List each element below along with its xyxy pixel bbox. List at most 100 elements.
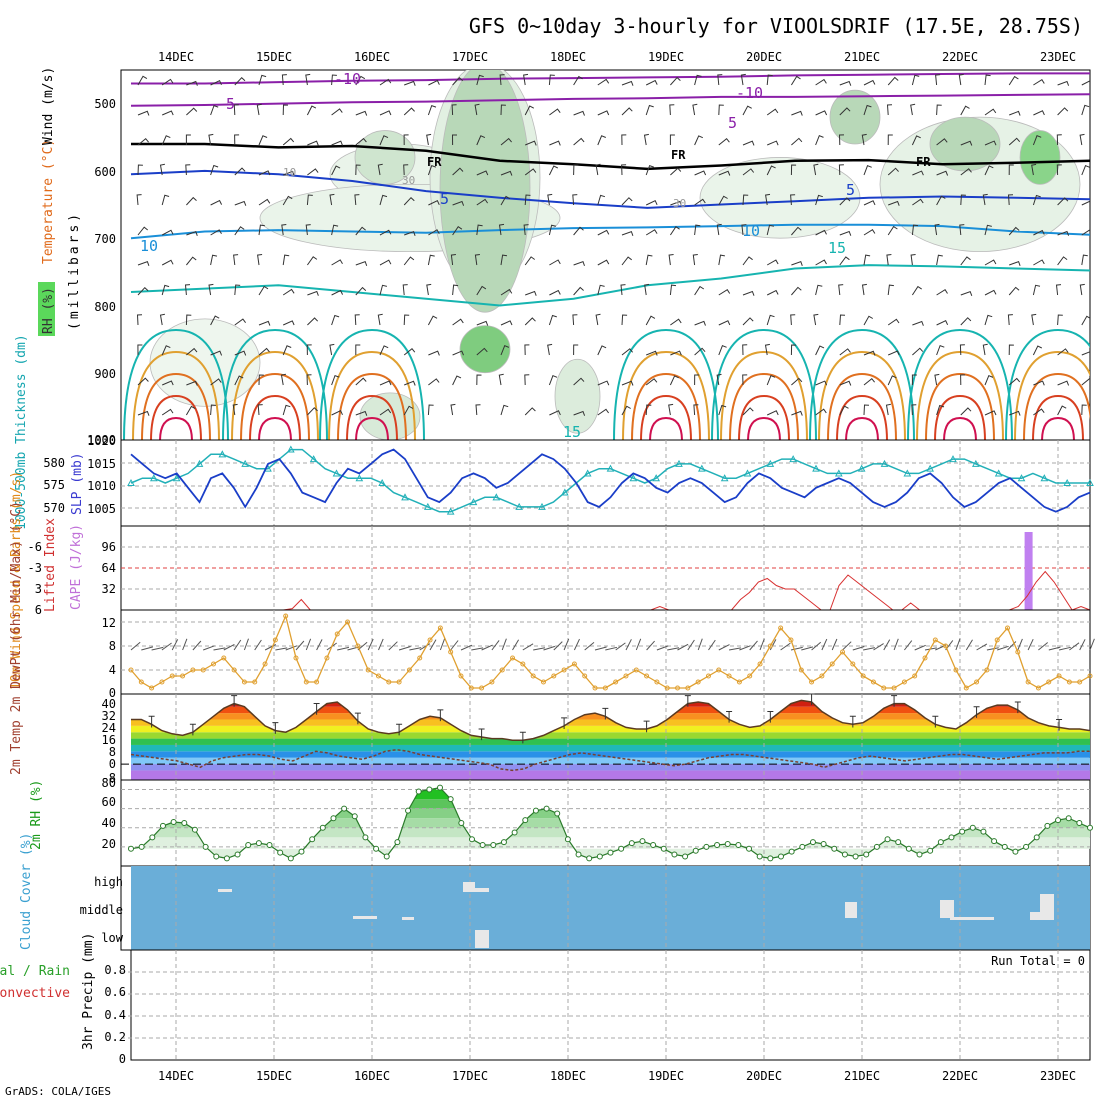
wind-barb — [791, 226, 802, 236]
wind-barb — [1081, 404, 1087, 416]
rh-marker — [948, 834, 955, 841]
wind-speed-marker — [561, 667, 567, 673]
surface-barb — [986, 647, 999, 651]
wind-barb — [137, 344, 143, 356]
thickness-marker — [241, 459, 250, 467]
rh-marker — [522, 817, 529, 824]
wind-barb — [839, 380, 852, 386]
warm-contour — [729, 372, 799, 440]
wind-barb — [525, 140, 537, 146]
warm-contour — [836, 394, 888, 440]
wind-barb — [474, 103, 480, 116]
wind-speed-marker — [994, 637, 1000, 643]
wind-barb — [234, 350, 247, 356]
pressure-tick: 800 — [94, 300, 116, 314]
wind-barb — [500, 404, 509, 416]
wind-barb — [766, 259, 779, 266]
wind-barb — [282, 404, 291, 416]
surface-barb — [739, 645, 751, 651]
wind-barb — [645, 164, 654, 176]
wind-speed-marker — [654, 679, 660, 685]
surface-barb — [501, 638, 507, 651]
wind-barb — [232, 403, 238, 416]
wind-barb — [186, 347, 198, 356]
wind-barb — [476, 198, 489, 206]
wind-barb — [306, 256, 318, 266]
cloud-block — [475, 930, 489, 948]
warm-contour — [943, 416, 977, 440]
surface-barb — [697, 638, 703, 651]
top-date-label: 18DEC — [550, 50, 586, 64]
slp-tick: 1020 — [87, 434, 116, 448]
temp-tick: 16 — [102, 733, 116, 747]
bottom-date-label: 17DEC — [452, 1069, 488, 1083]
wind-speed-marker — [767, 643, 773, 649]
wind-barb — [258, 285, 269, 296]
wind-barb — [524, 374, 530, 386]
minmax-whisker — [891, 695, 898, 707]
thickness-marker — [195, 459, 204, 467]
cloud-ylabel: Cloud Cover (%) — [19, 833, 34, 950]
wind-barb — [403, 347, 416, 356]
wind-speed-marker — [272, 637, 278, 643]
rh-marker — [777, 853, 784, 860]
isotherm-freezing — [131, 142, 1090, 171]
wind-barb — [500, 288, 513, 296]
wind-barb — [621, 314, 628, 326]
rh-marker — [373, 845, 380, 852]
wind-barb — [694, 347, 706, 356]
wind-speed-marker — [571, 661, 577, 667]
precip-tick: 0.4 — [104, 1008, 126, 1022]
minmax-whisker — [726, 711, 733, 723]
wind-barb — [960, 256, 971, 266]
thickness-ylabel: 1000-500mb Thickness (dm) — [14, 334, 29, 530]
wind-barb — [958, 73, 964, 86]
wind-barb — [595, 313, 601, 326]
warm-contour — [159, 416, 193, 440]
thickness-marker — [401, 493, 409, 501]
thickness-marker — [560, 488, 569, 496]
wind-barb — [524, 168, 537, 176]
wind-barb — [234, 200, 247, 206]
rh-marker — [159, 822, 166, 829]
wind-barb — [694, 135, 704, 146]
wind-barb — [815, 110, 828, 116]
wind-barb — [936, 344, 945, 356]
wind-barb — [500, 320, 513, 326]
contour-label: 5 — [846, 181, 855, 199]
wind-speed-marker — [138, 679, 144, 685]
surface-barb — [615, 642, 626, 651]
wind-barb — [210, 164, 219, 176]
contour-label: 5 — [226, 95, 235, 113]
rh-marker — [831, 845, 838, 852]
rh-marker — [266, 841, 273, 848]
wind-speed-marker — [1046, 679, 1052, 685]
wind-barb — [911, 285, 922, 296]
wind-speed-marker — [1025, 679, 1031, 685]
wind-barb — [692, 254, 698, 266]
surface-barb — [759, 638, 765, 651]
wind-barb — [863, 404, 870, 416]
warm-contour — [747, 416, 781, 440]
surface-barb — [635, 638, 642, 651]
wind-barb — [984, 314, 993, 326]
wind-barb — [186, 256, 197, 266]
wind-barb — [137, 75, 148, 86]
surface-barb — [801, 646, 814, 651]
surface-barb — [161, 642, 172, 651]
wind-barb — [1033, 79, 1045, 86]
rh-marker — [330, 815, 337, 822]
rh-marker — [916, 851, 923, 858]
top-date-label: 16DEC — [354, 50, 390, 64]
wind-speed-marker — [860, 673, 866, 679]
wind-barb — [379, 259, 392, 266]
wind-barb — [355, 286, 367, 296]
wind-barb — [765, 193, 771, 206]
pressure-tick: 900 — [94, 367, 116, 381]
wind-barb — [1009, 260, 1021, 266]
wind-barb — [887, 76, 899, 86]
wind-barb — [403, 405, 414, 416]
wind-barb — [258, 74, 267, 86]
wind-barb — [885, 403, 891, 416]
surface-barb — [1069, 642, 1080, 651]
